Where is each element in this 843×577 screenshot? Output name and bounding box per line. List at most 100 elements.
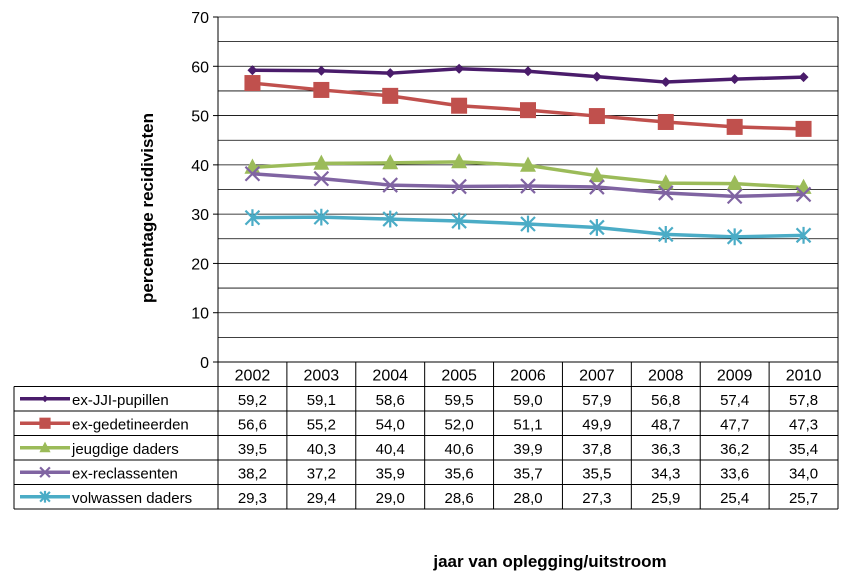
data-label: 40,3 [307, 441, 336, 458]
data-point [313, 170, 330, 187]
data-label: 35,9 [376, 465, 405, 482]
data-label: 27,3 [582, 490, 611, 507]
data-point [520, 102, 536, 119]
x-tick-label: 2007 [579, 367, 615, 384]
data-label: 47,3 [789, 416, 818, 433]
data-label: 25,9 [651, 490, 680, 507]
data-label: 34,3 [651, 465, 680, 482]
data-point [523, 66, 533, 77]
legend-entry: jeugdige daders [71, 441, 179, 458]
data-point [658, 185, 674, 201]
data-label: 47,7 [720, 416, 749, 433]
legend-entry: volwassen daders [72, 490, 192, 507]
x-tick-label: 2008 [648, 367, 684, 384]
legend-key-marker [39, 441, 51, 453]
x-tick-label: 2006 [510, 367, 546, 384]
legend-key [20, 417, 70, 429]
data-label: 33,6 [720, 465, 749, 482]
data-point [244, 209, 261, 226]
data-label: 56,8 [651, 392, 680, 409]
x-tick-label: 2005 [441, 367, 477, 384]
x-tick-label: 2003 [304, 367, 340, 384]
data-point [454, 63, 465, 74]
series-ex-gedetineerden [244, 75, 812, 137]
data-point [726, 228, 743, 246]
y-tick-label: 40 [191, 158, 209, 175]
x-tick-label: 2004 [372, 367, 408, 384]
data-label: 59,1 [307, 392, 336, 409]
data-label: 56,6 [238, 416, 267, 433]
data-label: 57,8 [789, 392, 818, 409]
x-tick-label: 2009 [717, 367, 753, 384]
x-axis-label: jaar van oplegging/uitstroom [432, 552, 666, 571]
data-point [520, 178, 536, 194]
data-label: 36,3 [651, 441, 680, 458]
legend-entry: ex-reclassenten [72, 465, 178, 482]
data-point [247, 65, 258, 76]
data-point [382, 177, 398, 193]
legend-key [20, 395, 70, 403]
data-point [451, 153, 468, 169]
data-point [313, 154, 330, 170]
data-point [451, 97, 468, 114]
data-label: 38,2 [238, 465, 267, 482]
data-point [313, 208, 330, 226]
data-label: 35,7 [513, 465, 542, 482]
legend-key-marker [39, 466, 51, 478]
legend-key-marker [39, 490, 51, 503]
data-label: 51,1 [513, 416, 542, 433]
data-label: 57,4 [720, 392, 749, 409]
data-label: 29,3 [238, 490, 267, 507]
data-label: 29,4 [307, 490, 336, 507]
data-label: 29,0 [376, 490, 405, 507]
data-label: 36,2 [720, 441, 749, 458]
legend-entry: ex-JJI-pupillen [72, 392, 169, 409]
data-point [451, 178, 467, 195]
data-label: 59,0 [513, 392, 542, 409]
data-point [795, 186, 812, 203]
y-tick-label: 20 [191, 256, 209, 273]
series-ex-jji-pupillen [247, 63, 809, 88]
y-axis: 0 10 20 30 40 50 60 70 [191, 10, 218, 372]
data-point [588, 166, 605, 183]
data-point [451, 212, 467, 230]
data-point [660, 77, 671, 88]
y-tick-label: 50 [191, 109, 209, 126]
data-point [657, 113, 674, 130]
y-tick-label: 10 [191, 306, 209, 323]
legend-key [20, 466, 70, 478]
data-label: 52,0 [445, 416, 474, 433]
legend-key [20, 441, 70, 453]
data-point [244, 165, 261, 182]
data-point [798, 72, 809, 83]
data-label: 25,4 [720, 490, 749, 507]
data-point [591, 71, 602, 82]
y-tick-label: 70 [191, 10, 209, 27]
data-point [244, 75, 261, 92]
legend-key-marker [39, 417, 51, 429]
data-point [726, 118, 743, 135]
data-label: 37,2 [307, 465, 336, 482]
x-tick-label: 2002 [235, 367, 271, 384]
legend-key [20, 490, 70, 503]
data-point [382, 154, 399, 170]
data-label: 55,2 [307, 416, 336, 433]
data-label: 25,7 [789, 490, 818, 507]
data-point [657, 174, 674, 190]
data-point [589, 179, 605, 195]
data-point [729, 74, 740, 85]
data-point [589, 219, 605, 236]
data-table: 2002 2003 2004 2005 2006 2007 2008 2009 2010 ex-J… [13, 361, 839, 510]
data-label: 39,5 [238, 441, 267, 458]
data-point [382, 87, 399, 104]
data-label: 58,6 [376, 392, 405, 409]
y-tick-label: 30 [191, 207, 209, 224]
data-point [316, 65, 327, 76]
data-label: 39,9 [513, 441, 542, 458]
data-point [658, 225, 674, 243]
data-point [588, 108, 605, 125]
y-tick-label: 0 [200, 355, 209, 372]
data-label: 54,0 [376, 416, 405, 433]
legend-entry: ex-gedetineerden [72, 416, 189, 433]
